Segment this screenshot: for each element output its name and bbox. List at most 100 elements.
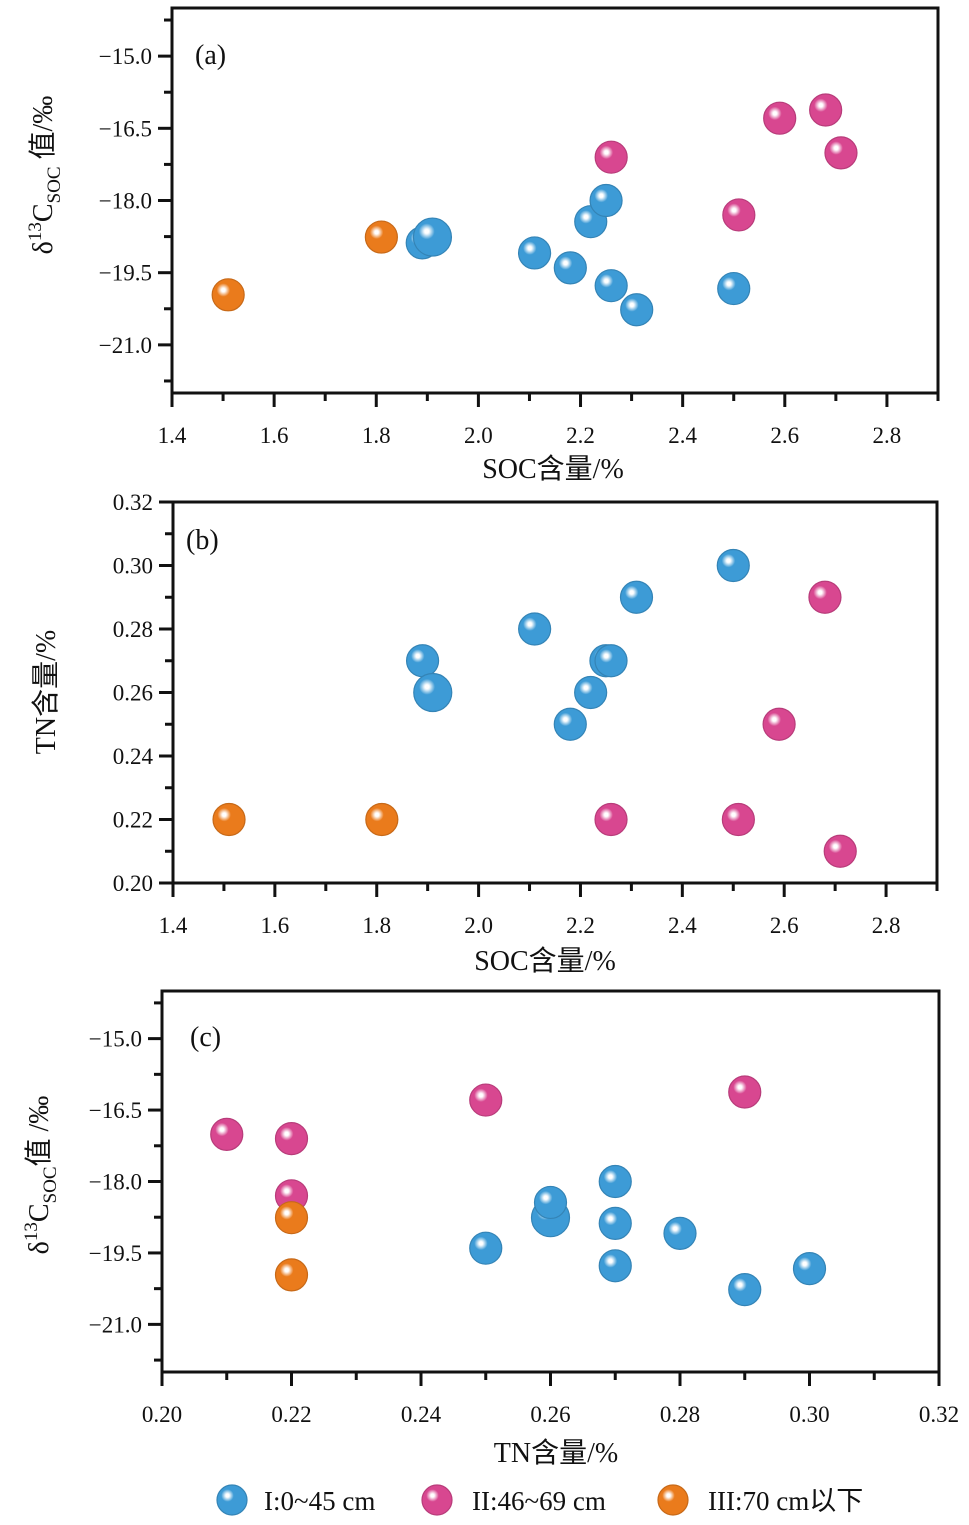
sphere-glint [772,717,777,722]
panel-label: (c) [190,1022,221,1053]
data-point [717,271,751,306]
x-tick-label: 0.28 [660,1402,700,1427]
y-axis-title: TN含量/% [30,630,62,754]
y-tick-label: −19.5 [99,261,152,286]
data-point [274,1122,309,1156]
sphere-body [762,707,796,741]
x-tick-label: 2.2 [566,423,595,448]
sphere-body [598,1206,632,1241]
data-point [594,644,628,678]
data-point [619,580,654,614]
series-II [594,580,857,868]
series-I [405,183,751,327]
panel-a: 1.4 1.6 1.8 2.0 2.2 2.4 2.6 2.8 −15.0 −16.5 −18.0 −… [25,6,940,485]
data-point [792,1252,827,1286]
sphere-glint [802,1261,807,1266]
data-point [722,198,756,232]
legend-item-II: II:46~69 cm [421,1484,606,1516]
sphere-glint [430,1493,435,1498]
sphere-body [594,644,628,678]
sphere-glint [374,230,379,235]
sphere-glint [608,1259,613,1263]
sphere-glint [563,717,568,722]
legend-marker-orange-sphere [657,1484,689,1516]
sphere-glint [479,1093,483,1098]
sphere-body [598,1164,632,1199]
series-II [210,1075,762,1213]
sphere-body [594,140,628,174]
sphere-body [533,1185,568,1220]
data-point [412,217,453,257]
data-point [728,1273,762,1307]
legend-sphere-icon [657,1484,689,1516]
data-point [663,1216,697,1251]
data-point [518,612,552,646]
data-point [716,548,750,583]
sphere-glint [738,1282,742,1287]
sphere-body [763,101,797,135]
sphere-glint [584,214,588,219]
sphere-body [553,251,587,285]
plot-frame [171,500,939,885]
legend-item-III: III:70 cm以下 [657,1484,863,1516]
sphere-glint [225,1493,230,1498]
data-point [469,1231,503,1265]
sphere-glint [527,246,532,251]
y-tick-label: −18.0 [99,189,152,214]
data-point [598,1206,632,1241]
sphere-glint [727,281,731,286]
sphere-body [212,802,246,837]
sphere-glint [563,261,568,265]
sphere-glint [424,684,430,690]
x-tick-label: 1.6 [260,423,289,448]
sphere-body [518,612,552,646]
data-point [594,269,628,303]
y-tick-label: −15.0 [99,44,152,69]
sphere-body [808,580,842,614]
y-axis-title: δ13CSOC 值/‰ [25,96,65,255]
x-tick-label: 2.0 [464,423,493,448]
x-tick-label: 0.26 [530,1402,570,1427]
data-point [589,183,623,218]
sphere-glint [604,654,609,658]
sphere-glint [629,590,634,595]
y-tick-label: 0.28 [113,617,153,642]
x-tick-label: 0.32 [919,1402,959,1427]
sphere-glint [222,812,227,817]
sphere-body [211,278,245,312]
sphere-glint [818,590,823,595]
legend-label: I:0~45 cm [264,1486,375,1516]
legend-sphere-icon [216,1484,248,1516]
sphere-body [274,1122,309,1156]
y-tick-label: −15.0 [89,1027,142,1052]
sphere-glint [604,812,609,817]
x-tick-label: 0.22 [271,1402,311,1427]
x-tick-label: 0.20 [142,1402,182,1427]
sphere-glint [599,193,604,198]
sphere-glint [543,1195,548,1200]
x-tick-label: 1.8 [362,913,391,938]
data-point [809,93,843,127]
data-point [763,101,797,135]
sphere-glint [834,146,839,150]
x-axis-title: SOC含量/% [474,945,616,977]
y-tick-label: 0.20 [113,871,153,896]
data-point [212,802,246,837]
sphere-glint [415,654,420,658]
x-tick-label: 2.8 [872,913,901,938]
x-tick-label: 2.4 [668,423,697,448]
y-tick-label: 0.22 [113,808,153,833]
legend-label: II:46~69 cm [472,1486,606,1516]
plot-frame [160,989,941,1374]
data-point [274,1258,309,1292]
sphere-glint [604,150,609,155]
data-point [553,251,587,285]
sphere-glint [629,303,634,307]
legend: I:0~45 cm II:46~69 cm III:70 cm以下 [216,1484,863,1516]
x-axis-title: TN含量/% [494,1437,618,1469]
panel-c: 0.20 0.22 0.24 0.26 0.28 0.30 0.32 −15.0 −16.5 −1… [21,989,959,1469]
y-tick-label: −18.0 [89,1170,142,1195]
data-point [533,1185,568,1220]
sphere-body [412,217,453,257]
x-tick-label: 1.4 [159,913,188,938]
